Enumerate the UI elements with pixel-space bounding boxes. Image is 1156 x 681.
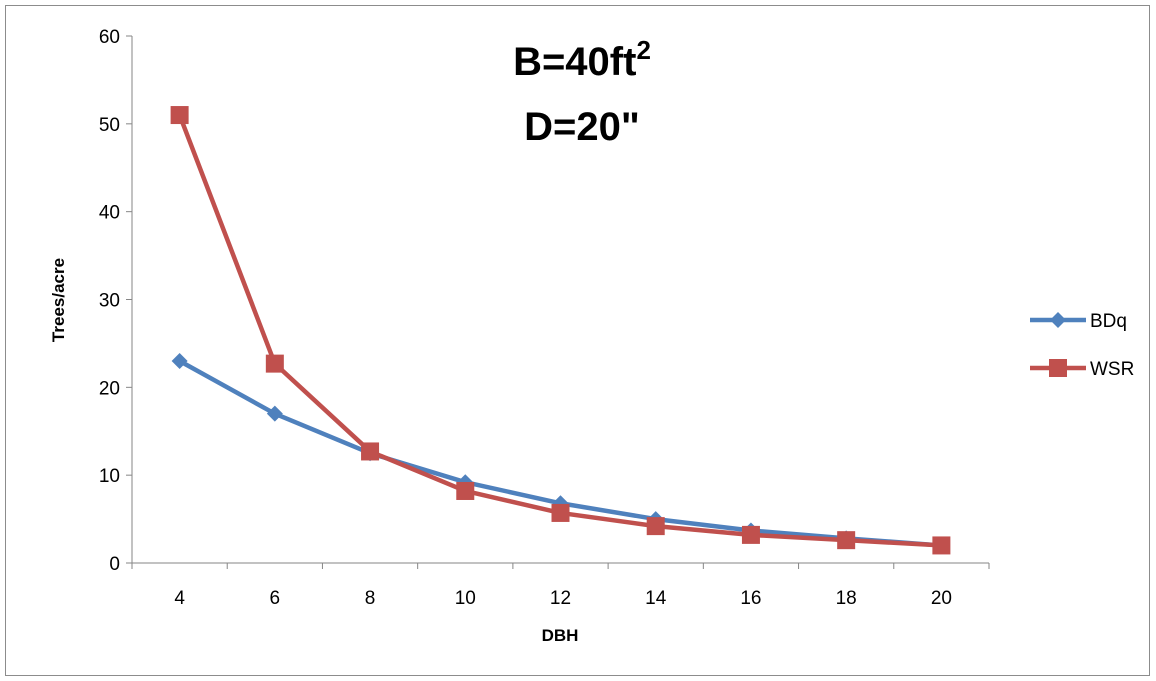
data-point-wsr: [551, 503, 570, 522]
annotation-basal-area: B=40ft2: [513, 35, 651, 84]
annotation-max-diameter: D=20": [524, 105, 640, 149]
legend-item-bdq: BDq: [1030, 311, 1127, 332]
data-point-bdq: [266, 405, 283, 422]
chart-frame: [5, 5, 1150, 676]
y-tick-group: 0 10 20 30 40 50 60: [99, 27, 132, 575]
annotation-superscript: 2: [636, 35, 650, 65]
y-tick-label: 10: [99, 466, 120, 487]
x-tick-label: 12: [550, 588, 571, 609]
legend-label: WSR: [1090, 359, 1134, 380]
data-point-wsr: [456, 481, 475, 500]
x-tick-label: 16: [740, 588, 761, 609]
y-tick-label: 40: [99, 203, 120, 224]
data-point-wsr: [837, 531, 856, 550]
x-tick-group: 4 6 8 10 12 14 16 18 20: [131, 563, 990, 609]
x-tick-label: 10: [455, 588, 476, 609]
data-point-wsr: [932, 536, 951, 555]
data-point-wsr: [361, 442, 380, 461]
x-tick-label: 8: [365, 588, 376, 609]
data-point-wsr: [170, 106, 189, 125]
legend-item-wsr: WSR: [1030, 359, 1134, 380]
x-axis-title: DBH: [542, 626, 579, 645]
data-point-wsr: [646, 517, 665, 536]
legend-marker-square: [1049, 359, 1067, 377]
legend-marker-diamond: [1050, 312, 1066, 328]
x-tick-label: 14: [645, 588, 667, 609]
x-tick-label: 4: [174, 588, 185, 609]
y-tick-label: 30: [99, 291, 120, 312]
series-layer: [170, 106, 951, 555]
legend: BDq WSR: [1030, 311, 1134, 380]
data-point-bdq: [171, 352, 188, 369]
y-tick-label: 0: [109, 554, 120, 575]
y-tick-label: 20: [99, 378, 120, 399]
legend-label: BDq: [1090, 311, 1127, 332]
series-wsr: [170, 106, 951, 555]
data-point-wsr: [265, 354, 284, 373]
series-bdq: [171, 352, 950, 554]
y-axis-title: Trees/acre: [49, 258, 68, 342]
x-tick-label: 6: [270, 588, 281, 609]
data-point-wsr: [741, 525, 760, 544]
series-line-wsr: [177, 114, 942, 548]
y-tick-label: 60: [99, 27, 120, 48]
x-tick-label: 20: [931, 588, 952, 609]
x-tick-label: 18: [836, 588, 857, 609]
y-tick-label: 50: [99, 115, 120, 136]
